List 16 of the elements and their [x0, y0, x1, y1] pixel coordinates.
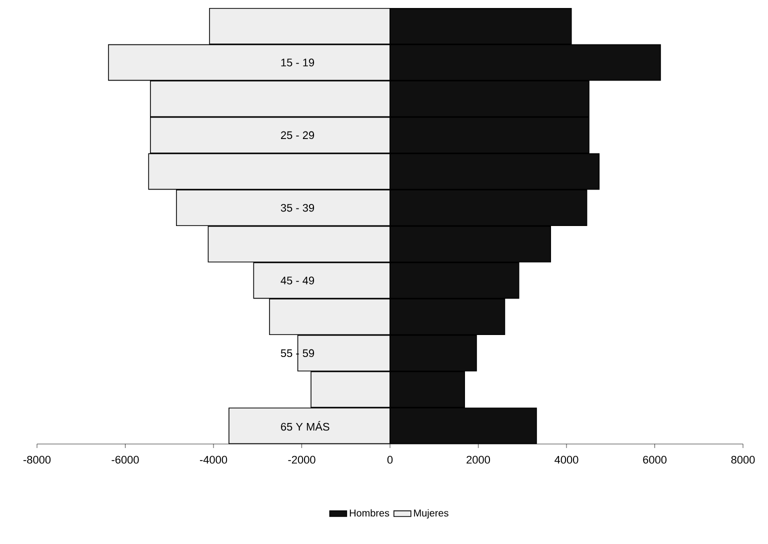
x-tick-label: 0: [387, 456, 393, 464]
legend-label: Mujeres: [414, 509, 448, 519]
y-tick-label: 65 Y MÁS: [281, 421, 330, 431]
y-tick-label: 15 - 19: [281, 58, 314, 66]
y-tick-label: 25 - 29: [281, 131, 314, 140]
x-tick-label: -6000: [112, 456, 139, 464]
x-tick-label: 6000: [643, 456, 666, 464]
x-tick-label: 4000: [554, 456, 578, 464]
y-tick-label: 35 - 39: [280, 204, 314, 212]
x-tick-label: -2000: [288, 456, 316, 464]
y-tick-label: 45 - 49: [280, 276, 314, 284]
x-tick-label: 2000: [466, 456, 490, 464]
legend-label: Hombres: [350, 509, 390, 517]
x-tick-label: -4000: [200, 456, 228, 464]
x-tick-label: -8000: [23, 456, 51, 464]
x-tick-label: 8000: [731, 456, 755, 464]
